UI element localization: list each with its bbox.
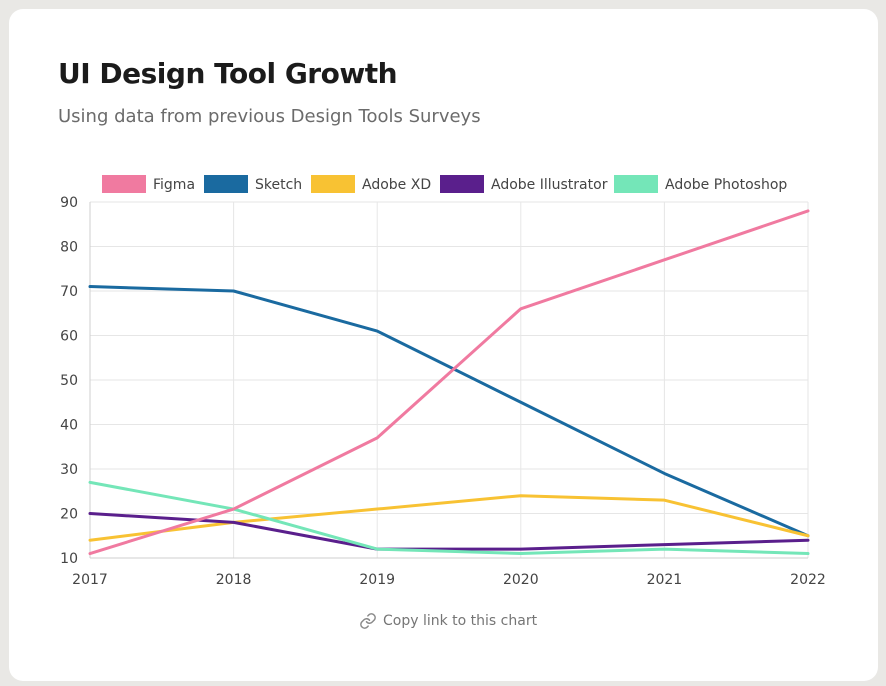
link-icon [359, 612, 377, 630]
legend-swatch [311, 175, 355, 193]
y-tick-label: 80 [60, 240, 78, 256]
legend-swatch [614, 175, 658, 193]
legend-label: Adobe XD [362, 177, 431, 193]
y-tick-label: 60 [60, 329, 78, 345]
x-tick-label: 2022 [790, 572, 826, 588]
y-tick-label: 20 [60, 507, 78, 523]
copy-link-label: Copy link to this chart [383, 613, 538, 629]
y-tick-label: 50 [60, 373, 78, 389]
legend-swatch [102, 175, 146, 193]
series-line-sketch [88, 285, 810, 538]
y-tick-label: 90 [60, 195, 78, 211]
chart-card: UI Design Tool Growth Using data from pr… [9, 9, 878, 681]
series-line-adobe-photoshop [88, 480, 810, 556]
x-tick-label: 2018 [216, 572, 252, 588]
series-line-adobe-illustrator [88, 512, 810, 551]
x-tick-label: 2017 [72, 572, 108, 588]
y-tick-label: 10 [60, 551, 78, 567]
y-tick-label: 30 [60, 462, 78, 478]
y-tick-label: 40 [60, 418, 78, 434]
legend-swatch [204, 175, 248, 193]
legend-label: Adobe Photoshop [665, 177, 787, 193]
legend-label: Figma [153, 177, 195, 193]
copy-link-button[interactable]: Copy link to this chart [359, 610, 537, 632]
legend-swatch [440, 175, 484, 193]
legend-label: Sketch [255, 177, 302, 193]
x-tick-label: 2019 [359, 572, 395, 588]
page-subtitle: Using data from previous Design Tools Su… [58, 106, 481, 127]
x-tick-label: 2021 [647, 572, 683, 588]
legend-label: Adobe Illustrator [491, 177, 608, 193]
x-tick-label: 2020 [503, 572, 539, 588]
page-title: UI Design Tool Growth [58, 57, 398, 90]
y-tick-label: 70 [60, 284, 78, 300]
series-line-figma [88, 209, 810, 556]
series-line-adobe-xd [88, 494, 810, 542]
